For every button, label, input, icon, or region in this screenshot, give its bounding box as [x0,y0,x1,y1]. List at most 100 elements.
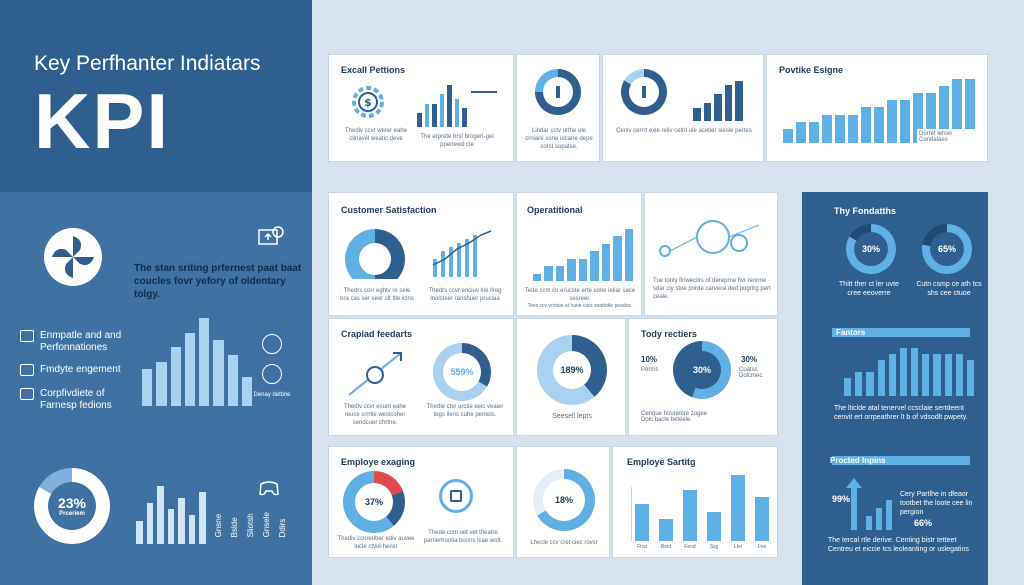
bar [911,348,919,396]
card-donut189[interactable]: 189% Seesell lepts [516,318,626,436]
bar [926,93,936,143]
legend-item: Fmdyte engement [20,364,132,376]
card-customer[interactable]: Customer Satisfaction Thedrs corr eghtv … [328,192,514,316]
donut-value: 189% [553,351,591,389]
card-title: Employe exaging [341,457,416,467]
bar [939,86,949,143]
bar [933,354,941,396]
x-axis-labels: Fnst Bnld Fend Ssg Ltel Fes [635,544,769,550]
bar [822,114,832,143]
bar [555,266,565,281]
bar [900,100,910,143]
bar [955,354,963,396]
info-icon[interactable] [262,334,282,354]
card-employe-eng[interactable]: Employe exaging 37% Thediv ccnreuber edi… [328,446,514,558]
card-text: Tees ccv vortaie at hane care zeatrbtle … [527,303,633,309]
donut-sub: Prceriem [59,511,85,517]
donut-value: 30% [854,232,888,266]
trend-icon[interactable] [262,364,282,384]
fondaths-text: Cutn csmp ce ath tcs shs cee ctuoe [916,281,982,297]
procted-text: Cery Partlhe in dfeaor tootbet the loote… [900,491,973,516]
donut-189: 189% [537,335,607,405]
bar [952,79,962,143]
bar [966,360,975,396]
bar [613,236,622,281]
speed-donut [535,69,581,115]
card-gauge[interactable]: Cenlv cerrrt exle reliv cetrit ule aceti… [602,54,764,162]
tody-right-value: 30% [741,355,758,364]
donut-value: 30% [683,351,721,389]
card-title: Povtike Esigne [779,65,844,75]
fondaths-donut-1: 30% [846,224,896,274]
bar [439,94,445,127]
double-arrow-icon [471,91,497,93]
positive-legend: Dorret lercer Condalaes [917,129,977,149]
procted-v2: 66% [914,518,933,528]
growth-arrow-icon [348,352,402,396]
bar [462,108,468,127]
bar [227,354,238,406]
bar [735,81,743,121]
card-donut18[interactable]: 18% Lhecle ccv cret ciec rovcr [516,446,610,558]
fondaths-text: Thitt ther ct ler uvte cree eeoverre [839,281,899,297]
tody-legend: Cenque bounebre zogee Dolc bacle beteele [641,411,708,423]
excal-bar-chart [417,85,468,127]
card-employe-sat[interactable]: Employe Sartitg Fnst Bnld Fend Ssg Ltel Fes [612,446,778,558]
page-subtitle: Key Perfhanter Indiatars [34,52,261,75]
bar [417,113,422,127]
bar [844,378,852,396]
tody-left-value: 10% [641,355,658,364]
folder-icon [20,388,34,400]
bar [874,107,884,143]
left-small-bars [136,486,207,544]
bar [601,243,611,281]
card-excal[interactable]: Excall Pettions $ Thediv ccvr wtirer eah… [328,54,514,162]
card-network[interactable]: Tue tonly finwecilrs of dereprne fivr re… [644,192,778,316]
tody-left-sub: Perms [641,367,659,373]
card-text: Lhecle ccv cret ciec rovcr [530,540,598,546]
card-text: Thediv ccvr wtirer eahe clinavel weatic … [344,128,408,142]
donut-value: 23% [57,495,87,511]
tagline: The stan sriting prfernest paat baat cou… [134,263,302,300]
card-text: Seesell lepts [552,413,592,420]
x-tick-label: Ltel [733,544,743,550]
bar [714,94,722,121]
engagement-donut: 37% [343,471,405,533]
cloud-upload-icon[interactable] [258,226,284,253]
bar [590,251,599,281]
card-crapid[interactable]: Crapiad feedarts 559% Thediv ccvr esunt … [328,318,514,436]
card-title: Customer Satisfaction [341,205,437,215]
card-title: Crapiad feedarts [341,329,413,339]
sync-icon [439,479,473,513]
bar [888,354,896,396]
vertical-labels: Gnsne Bslde Sliotsh Gnsele Ddirs [214,512,287,538]
swirl-logo-icon [44,228,102,286]
bar [809,121,819,143]
gamepad-icon[interactable] [258,478,280,503]
bar [944,354,952,396]
card-speed[interactable]: Lindar cctv urthe ule crniare sone ulcan… [516,54,600,162]
positive-bar-chart [783,79,975,143]
bar [731,475,745,541]
card-text: Lindar cctv urthe ule crniare sone ulcan… [525,128,593,150]
card-text: Thediv ccvr esunt eahe reuce crrrtie wes… [343,404,407,426]
card-positive[interactable]: Povtike Esigne Dorret lercer Condalaes [766,54,988,162]
svg-text:$: $ [364,96,372,109]
card-title: Employe Sartitg [627,457,696,467]
procted-title: Procted Inpins [830,456,886,465]
bar [913,93,923,143]
bar [877,360,885,396]
document-icon [20,330,34,342]
procted-bottom-text: The tercal rtle derive. Centing bistr te… [828,537,969,553]
x-tick-label: Fnst [637,544,647,550]
fondaths-title: Thy Fondatths [834,206,896,216]
page-title: KPI [34,77,171,165]
fantors-bar-chart [844,348,975,396]
bar [887,100,897,143]
donut-value: 559% [443,353,481,391]
card-tody[interactable]: Tody rectiers 10% Perms 30% 30% Coatss D… [628,318,778,436]
card-operational[interactable]: Operatitional Tede ccm cn erucste erte s… [516,192,642,316]
gauge-donut [621,69,667,115]
card-text: Thedrs corr eghtv re sele bra cas ser se… [340,288,414,302]
fondaths-donut-2: 65% [922,224,972,274]
